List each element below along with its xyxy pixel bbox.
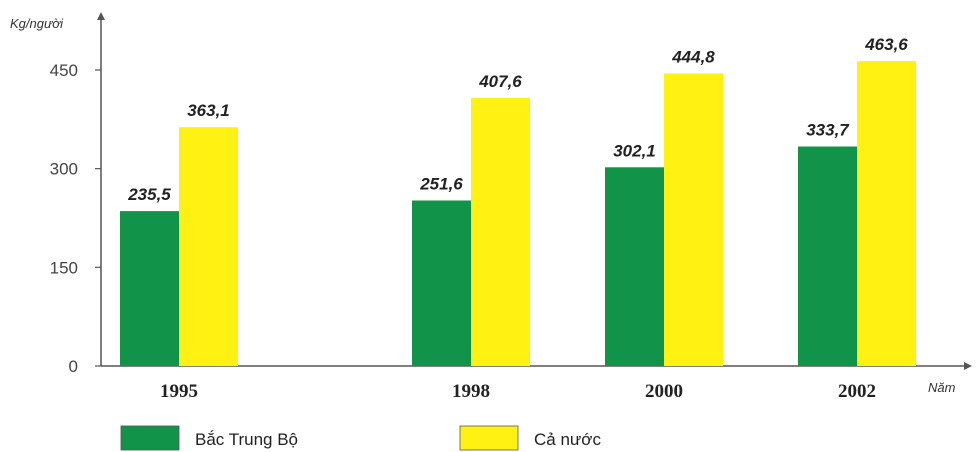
bar [605, 167, 664, 366]
legend-swatch [120, 425, 180, 451]
legend-label: Cả nước [534, 430, 601, 449]
y-ticks: 0 150 300 450 [50, 61, 101, 376]
bar [798, 146, 857, 366]
category-label: 2002 [838, 381, 876, 402]
data-label: 363,1 [187, 101, 230, 120]
category-label: 1995 [160, 381, 198, 402]
y-tick-label: 300 [50, 160, 78, 179]
value-labels: 235,5 363,1 251,6 407,6 302,1 444,8 333,7 463,6 [127, 35, 908, 204]
legend-swatch [459, 425, 519, 451]
data-label: 302,1 [613, 141, 656, 160]
legend: Bắc Trung Bộ Cả nước [120, 425, 601, 451]
y-axis-arrow [97, 12, 105, 20]
category-label: 2000 [645, 381, 683, 402]
bar [179, 127, 238, 366]
x-axis-arrow [964, 362, 972, 370]
bar [412, 200, 471, 366]
bar [664, 73, 723, 366]
bar [471, 97, 530, 367]
data-label: 333,7 [806, 120, 850, 139]
data-label: 251,6 [419, 175, 463, 194]
y-tick-label: 150 [50, 258, 78, 277]
data-label: 444,8 [671, 47, 715, 66]
x-axis-title: Năm [928, 380, 956, 395]
category-label: 1998 [452, 381, 490, 402]
bar [857, 61, 916, 366]
bars [120, 61, 916, 367]
category-labels: 1995 1998 2000 2002 [160, 381, 876, 402]
data-label: 235,5 [127, 185, 171, 204]
y-tick-label: 450 [50, 61, 78, 80]
y-axis-title: Kg/người [10, 16, 64, 31]
legend-label: Bắc Trung Bộ [195, 430, 298, 449]
data-label: 407,6 [478, 72, 522, 91]
bar [120, 211, 179, 366]
data-label: 463,6 [864, 35, 908, 54]
y-tick-label: 0 [69, 357, 78, 376]
